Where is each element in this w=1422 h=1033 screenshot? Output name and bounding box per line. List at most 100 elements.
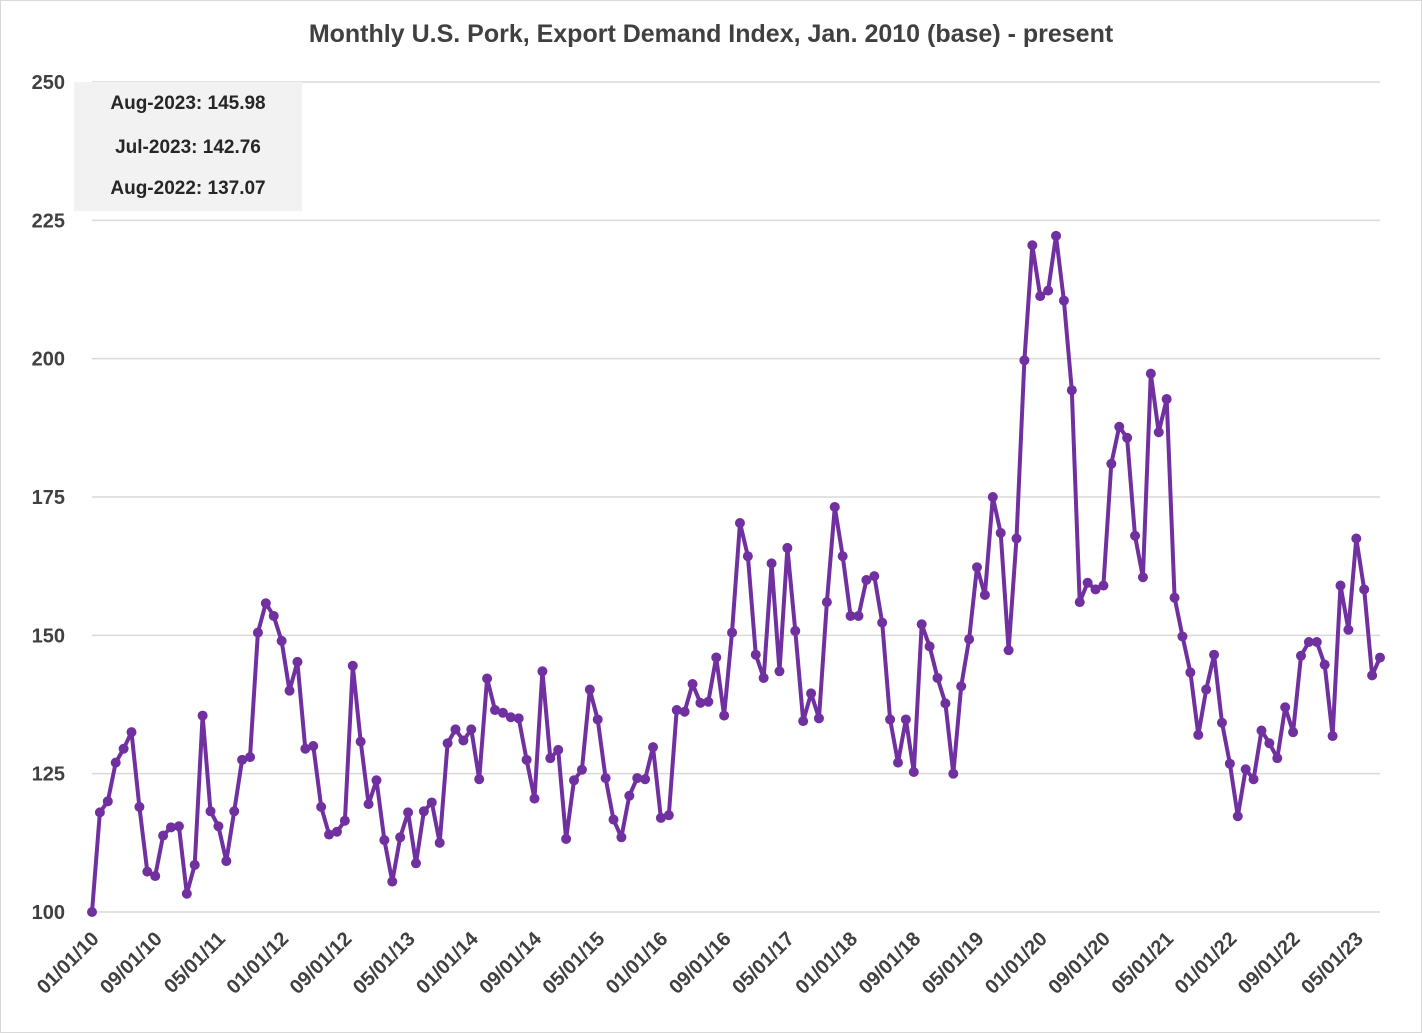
data-point xyxy=(458,735,469,746)
data-point xyxy=(734,518,745,529)
data-point xyxy=(205,806,216,817)
x-tick-label: 09/01/22 xyxy=(1234,928,1305,999)
data-point xyxy=(173,821,184,832)
x-tick-label: 09/01/12 xyxy=(286,928,357,999)
data-point xyxy=(1011,533,1022,544)
data-point xyxy=(537,666,548,677)
data-point xyxy=(1043,285,1054,296)
data-point xyxy=(1027,240,1038,251)
y-tick-labels: 100 125 150 175 200 225 250 xyxy=(32,72,65,924)
data-point xyxy=(308,741,319,751)
series-line-path xyxy=(90,233,1382,913)
data-point xyxy=(252,627,263,638)
data-point xyxy=(600,773,611,784)
data-point xyxy=(853,610,864,621)
data-point xyxy=(821,597,832,608)
data-point xyxy=(221,856,232,867)
data-point xyxy=(798,716,809,727)
data-point xyxy=(766,558,777,569)
series-markers xyxy=(87,230,1385,917)
chart-title: Monthly U.S. Pork, Export Demand Index, … xyxy=(308,20,1114,48)
x-tick-label: 09/01/10 xyxy=(96,928,167,999)
y-tick-label: 150 xyxy=(32,625,65,647)
data-point xyxy=(632,773,643,784)
series-line xyxy=(90,233,1382,913)
data-point xyxy=(1359,584,1370,595)
x-tick-label: 09/01/18 xyxy=(855,928,926,999)
x-tick-label: 05/01/19 xyxy=(918,928,989,999)
data-point xyxy=(166,822,177,833)
data-point xyxy=(679,706,690,717)
x-tick-label: 09/01/14 xyxy=(475,927,546,998)
data-point xyxy=(292,656,303,667)
data-point xyxy=(711,652,722,663)
data-point xyxy=(687,679,698,690)
callout-line-aug-2022: Aug-2022: 137.07 xyxy=(110,178,266,199)
data-point xyxy=(908,767,919,778)
data-point xyxy=(640,774,651,785)
x-tick-label: 09/01/16 xyxy=(665,928,736,999)
x-tick-label: 05/01/23 xyxy=(1297,928,1368,999)
data-point xyxy=(885,714,896,725)
data-point xyxy=(126,727,137,738)
callout-box: Aug-2023: 145.98 Jul-2023: 142.76 Aug-20… xyxy=(74,82,302,211)
x-tick-label: 01/01/10 xyxy=(33,928,104,999)
data-point xyxy=(972,562,983,573)
data-point xyxy=(94,807,105,818)
data-point xyxy=(331,826,342,837)
data-point xyxy=(276,635,287,646)
data-point xyxy=(1232,811,1243,822)
data-point xyxy=(110,757,121,768)
data-point xyxy=(1375,652,1385,663)
x-tick-label: 05/01/13 xyxy=(349,928,420,999)
data-point xyxy=(932,672,943,683)
data-point xyxy=(379,835,390,846)
y-tick-label: 100 xyxy=(32,902,65,924)
data-point xyxy=(410,858,421,869)
data-point xyxy=(719,710,730,721)
callout-line-aug-2023: Aug-2023: 145.98 xyxy=(110,93,266,114)
data-point xyxy=(316,801,327,812)
data-point xyxy=(964,634,975,645)
x-tick-label: 01/01/16 xyxy=(602,928,673,999)
data-point xyxy=(1319,659,1330,670)
data-point xyxy=(1264,738,1275,749)
data-point xyxy=(1193,729,1204,740)
data-point xyxy=(395,832,406,843)
data-point xyxy=(1367,670,1378,681)
data-point xyxy=(624,790,635,801)
data-point xyxy=(229,806,240,817)
data-point xyxy=(995,527,1006,538)
data-point xyxy=(837,551,848,562)
data-point xyxy=(1303,636,1314,647)
data-point xyxy=(118,743,129,754)
data-point xyxy=(387,876,398,887)
data-point xyxy=(466,724,477,735)
data-point xyxy=(158,830,169,841)
data-point xyxy=(1003,645,1014,656)
data-point xyxy=(561,833,572,844)
data-point xyxy=(1106,458,1117,469)
data-point xyxy=(1169,592,1180,603)
data-point xyxy=(869,571,880,582)
data-point xyxy=(861,575,872,585)
x-tick-label: 05/01/21 xyxy=(1108,928,1179,999)
data-point xyxy=(347,660,358,671)
data-point xyxy=(1122,432,1133,443)
data-point xyxy=(268,610,279,621)
data-point xyxy=(1058,295,1069,306)
data-point xyxy=(489,705,500,716)
data-point xyxy=(900,714,911,725)
data-point xyxy=(284,685,295,696)
data-point xyxy=(1114,421,1125,432)
data-point xyxy=(813,713,824,724)
data-point xyxy=(648,742,659,753)
data-point xyxy=(1248,774,1259,785)
data-point xyxy=(806,688,817,699)
data-point xyxy=(774,666,785,677)
data-point xyxy=(505,712,516,723)
data-point xyxy=(371,775,382,786)
data-point xyxy=(576,764,587,775)
data-point xyxy=(1224,758,1235,769)
x-tick-label: 05/01/11 xyxy=(160,928,230,998)
